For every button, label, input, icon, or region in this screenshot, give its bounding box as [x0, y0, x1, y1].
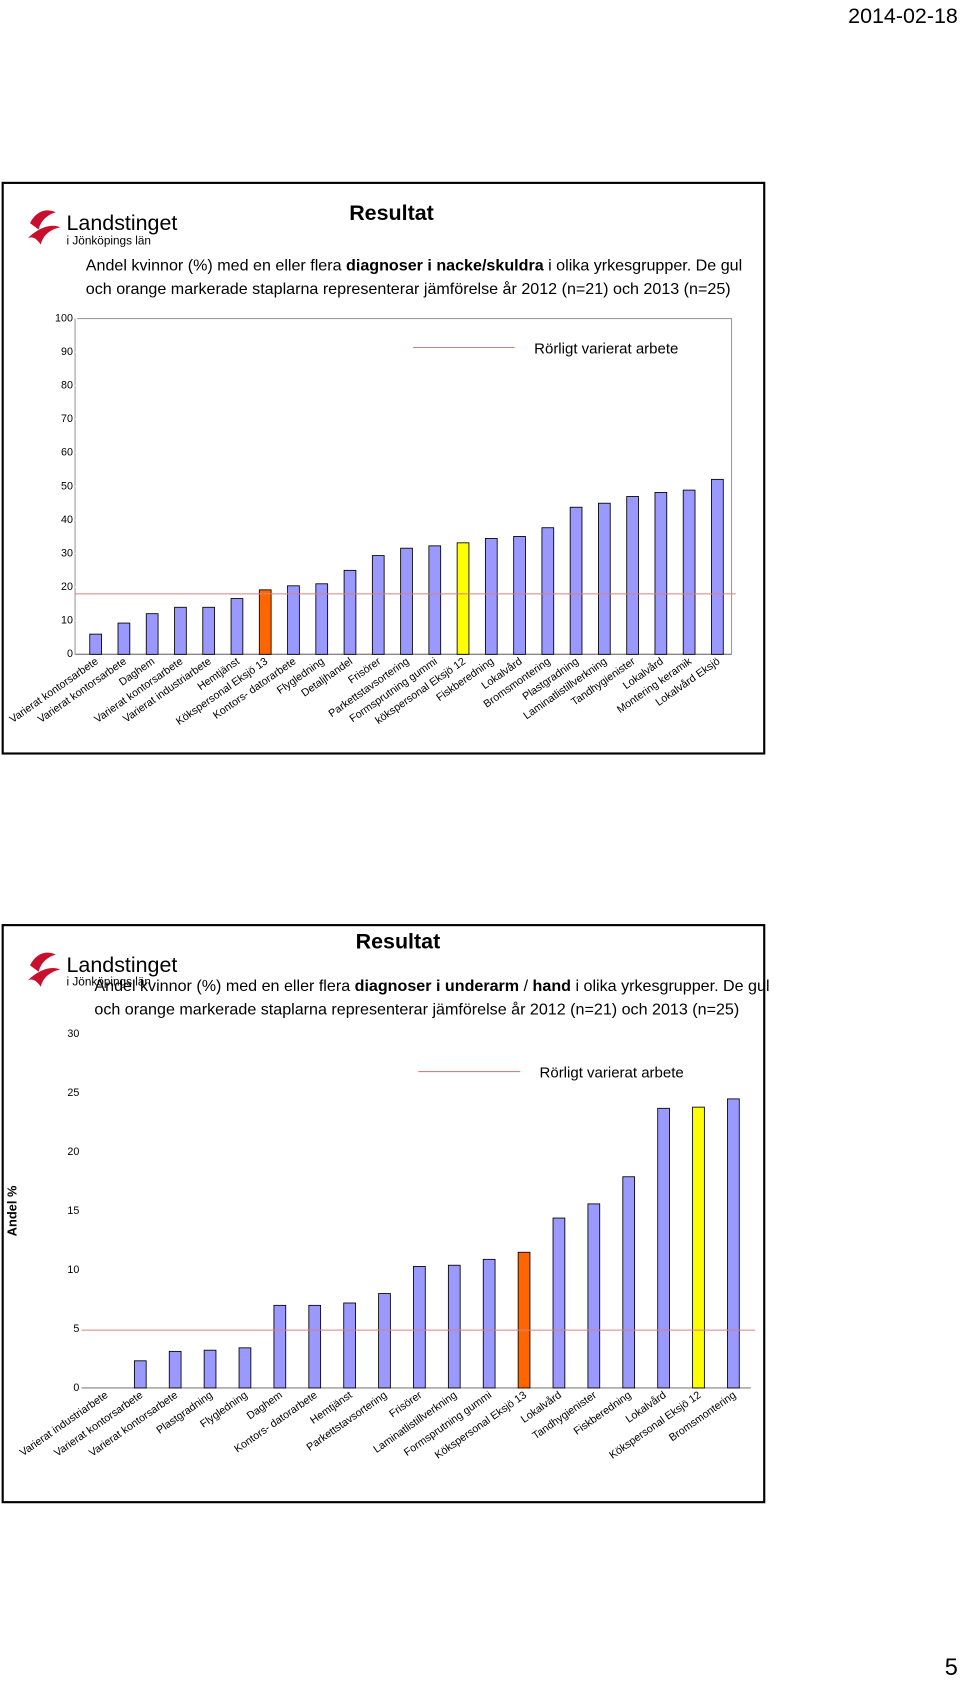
bar [89, 633, 102, 655]
logo-region: i Jönköpings län [67, 234, 151, 247]
slide-title: Resultat [349, 201, 434, 225]
description-text: i olika yrkesgrupper. De gul och orange … [85, 256, 743, 299]
bar [657, 1107, 670, 1389]
bar [315, 583, 329, 655]
y-axis-label: Andel % [4, 1185, 19, 1236]
bar [343, 1302, 356, 1389]
bar [456, 542, 470, 655]
bar [400, 547, 413, 655]
slide-title: Resultat [356, 929, 441, 953]
y-tick-label: 50 [61, 480, 73, 492]
y-tick-label: 80 [61, 380, 73, 392]
bar [258, 589, 272, 655]
legend-label: Rörligt varierat arbete [534, 341, 678, 358]
bar [428, 545, 442, 655]
bar [413, 1265, 426, 1389]
description: Andel kvinnor (%) med en eller flera dia… [86, 254, 772, 301]
bar [552, 1217, 566, 1389]
bar [541, 527, 555, 655]
bar [587, 1203, 601, 1389]
bar [145, 613, 159, 655]
bar [168, 1350, 182, 1389]
slide-frame [1, 181, 766, 755]
y-tick-label: 40 [61, 514, 73, 526]
bar [513, 536, 526, 655]
y-tick-label: 20 [61, 581, 73, 593]
logo-mark [27, 210, 61, 245]
y-tick-label: 10 [67, 1264, 79, 1276]
y-tick-label: 90 [61, 346, 73, 358]
bar [598, 502, 611, 655]
bar [692, 1106, 705, 1389]
bar [203, 1349, 217, 1389]
slide-frame [1, 924, 766, 1504]
bar [238, 1347, 252, 1389]
y-tick-label: 100 [55, 312, 73, 324]
bar [569, 506, 583, 655]
bar [682, 489, 696, 655]
description-text: hand [532, 977, 571, 996]
y-tick-label: 15 [67, 1205, 79, 1217]
legend-label: Rörligt varierat arbete [540, 1065, 684, 1082]
bar [273, 1304, 287, 1389]
y-tick-label: 70 [61, 413, 73, 425]
bar [117, 622, 131, 655]
bar [287, 585, 300, 655]
y-tick-label: 0 [73, 1382, 79, 1394]
y-tick-label: 10 [61, 615, 73, 627]
description: Andel kvinnor (%) med en eller flera dia… [94, 975, 770, 1022]
logo-mark [27, 952, 61, 987]
y-tick-label: 30 [67, 1028, 79, 1040]
bar [371, 555, 385, 655]
bar [378, 1293, 391, 1389]
page-number: 5 [945, 1654, 958, 1680]
bar [626, 496, 639, 655]
bar [711, 478, 724, 655]
bar [447, 1264, 461, 1389]
y-tick-label: 25 [67, 1087, 79, 1099]
header-date: 2014-02-18 [848, 4, 958, 28]
y-tick-label: 5 [73, 1323, 79, 1335]
y-tick-label: 30 [61, 547, 73, 559]
description-text: i olika yrkesgrupper. De gul och orange … [94, 977, 770, 1019]
logo-region: i Jönköpings län [67, 976, 151, 989]
bar [202, 606, 216, 655]
description-text: Andel kvinnor (%) med en eller flera [94, 977, 355, 996]
description-text: diagnoser i underarm [354, 977, 520, 996]
bar [517, 1251, 531, 1389]
y-tick-label: 60 [61, 447, 73, 459]
y-tick-label: 0 [67, 648, 73, 660]
bar [308, 1304, 322, 1389]
bar [484, 538, 498, 655]
logo-name: Landstinget [67, 211, 178, 235]
description-text: Andel kvinnor (%) med en eller flera [85, 256, 347, 275]
description-text: / [519, 977, 533, 996]
y-tick-label: 20 [67, 1146, 79, 1158]
bar [622, 1176, 636, 1389]
bar [343, 569, 357, 655]
bar [133, 1360, 147, 1389]
bar [727, 1098, 740, 1389]
bar [482, 1258, 496, 1389]
bar [230, 598, 244, 655]
bar [174, 606, 187, 655]
description-text: diagnoser i nacke/skuldra [346, 256, 544, 275]
bar [654, 492, 668, 655]
logo-name: Landstinget [67, 953, 178, 977]
